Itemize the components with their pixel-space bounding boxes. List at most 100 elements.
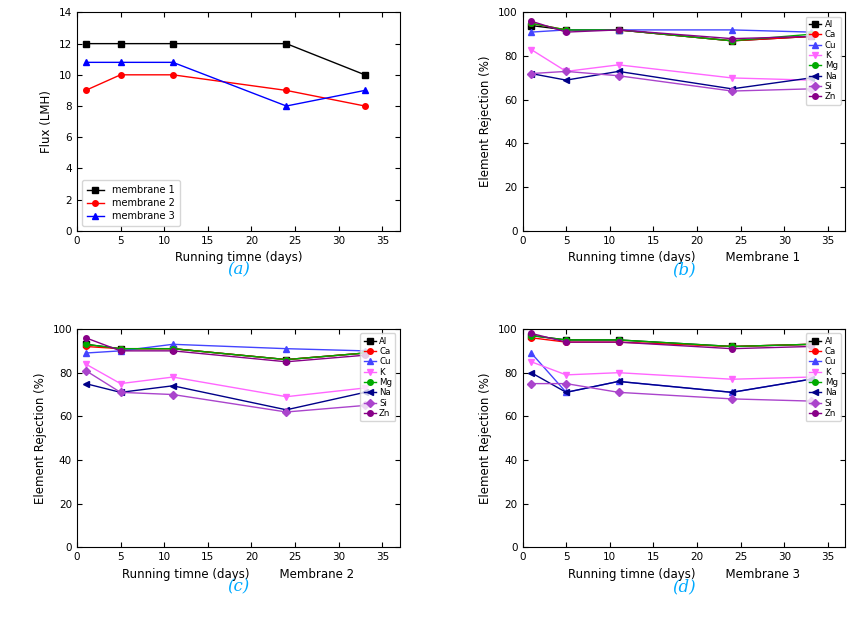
- Zn: [726, 345, 736, 353]
- Al: [560, 26, 571, 34]
- Si: [804, 397, 815, 405]
- Si: [359, 402, 369, 409]
- Line: Zn: Zn: [528, 19, 812, 42]
- Na: [525, 369, 536, 376]
- K: [525, 358, 536, 366]
- X-axis label: Running timne (days)        Membrane 2: Running timne (days) Membrane 2: [122, 568, 354, 581]
- Y-axis label: Flux (LMH): Flux (LMH): [40, 90, 53, 153]
- membrane 3: [167, 58, 177, 66]
- Si: [525, 380, 536, 388]
- Zn: [612, 338, 623, 346]
- Line: Al: Al: [528, 23, 812, 44]
- Na: [612, 68, 623, 75]
- Mg: [281, 356, 291, 363]
- Zn: [167, 347, 177, 355]
- Y-axis label: Element Rejection (%): Element Rejection (%): [479, 373, 492, 504]
- Zn: [80, 334, 90, 341]
- Line: Mg: Mg: [528, 21, 812, 44]
- Mg: [804, 30, 815, 38]
- Mg: [359, 350, 369, 357]
- Line: Si: Si: [83, 368, 368, 415]
- Na: [804, 74, 815, 81]
- Mg: [115, 345, 125, 353]
- Si: [560, 380, 571, 388]
- K: [612, 61, 623, 68]
- Na: [726, 85, 736, 93]
- Zn: [281, 358, 291, 366]
- Ca: [560, 26, 571, 34]
- Cu: [726, 26, 736, 34]
- Na: [80, 380, 90, 388]
- Line: Al: Al: [83, 341, 368, 363]
- X-axis label: Running timne (days): Running timne (days): [174, 251, 302, 264]
- Ca: [726, 37, 736, 45]
- Cu: [167, 341, 177, 348]
- Line: membrane 3: membrane 3: [83, 60, 368, 109]
- Cu: [80, 350, 90, 357]
- Si: [612, 72, 623, 80]
- Legend: membrane 1, membrane 2, membrane 3: membrane 1, membrane 2, membrane 3: [82, 180, 179, 226]
- Mg: [525, 20, 536, 27]
- Zn: [804, 343, 815, 350]
- Cu: [726, 389, 736, 396]
- Mg: [167, 345, 177, 353]
- Mg: [80, 341, 90, 348]
- Al: [726, 343, 736, 350]
- Line: K: K: [83, 361, 368, 399]
- K: [167, 373, 177, 381]
- K: [525, 46, 536, 53]
- Text: (b): (b): [671, 261, 695, 278]
- K: [115, 380, 125, 388]
- Zn: [115, 347, 125, 355]
- Ca: [115, 345, 125, 353]
- Al: [560, 337, 571, 344]
- Legend: Al, Ca, Cu, K, Mg, Na, Si, Zn: Al, Ca, Cu, K, Mg, Na, Si, Zn: [805, 333, 840, 421]
- Cu: [804, 29, 815, 36]
- Si: [726, 87, 736, 95]
- Line: Mg: Mg: [83, 341, 368, 363]
- Ca: [612, 338, 623, 346]
- Line: Ca: Ca: [528, 21, 812, 44]
- Y-axis label: Element Rejection (%): Element Rejection (%): [34, 373, 47, 504]
- Line: K: K: [528, 47, 812, 83]
- Si: [80, 367, 90, 374]
- Na: [726, 389, 736, 396]
- Mg: [804, 341, 815, 348]
- Mg: [612, 337, 623, 344]
- Ca: [612, 26, 623, 34]
- Mg: [560, 26, 571, 34]
- Ca: [525, 20, 536, 27]
- Line: Cu: Cu: [528, 350, 812, 395]
- Al: [167, 345, 177, 353]
- Mg: [726, 343, 736, 350]
- Si: [560, 68, 571, 75]
- Mg: [525, 332, 536, 340]
- membrane 2: [359, 102, 369, 109]
- K: [281, 393, 291, 401]
- Si: [167, 391, 177, 398]
- membrane 2: [115, 71, 125, 78]
- Line: Cu: Cu: [83, 341, 368, 356]
- Ca: [359, 350, 369, 357]
- Line: Zn: Zn: [528, 331, 812, 351]
- Zn: [560, 338, 571, 346]
- Al: [525, 22, 536, 29]
- Cu: [612, 378, 623, 385]
- Mg: [560, 337, 571, 344]
- Line: membrane 1: membrane 1: [83, 41, 368, 78]
- Line: Si: Si: [528, 381, 812, 404]
- Al: [612, 337, 623, 344]
- Ca: [804, 341, 815, 348]
- Cu: [281, 345, 291, 353]
- Zn: [525, 330, 536, 337]
- Al: [80, 341, 90, 348]
- Mg: [612, 26, 623, 34]
- Y-axis label: Element Rejection (%): Element Rejection (%): [479, 56, 492, 187]
- Cu: [560, 26, 571, 34]
- K: [560, 371, 571, 379]
- membrane 1: [359, 71, 369, 78]
- membrane 3: [359, 86, 369, 94]
- Cu: [525, 350, 536, 357]
- Line: Mg: Mg: [528, 333, 812, 350]
- K: [804, 373, 815, 381]
